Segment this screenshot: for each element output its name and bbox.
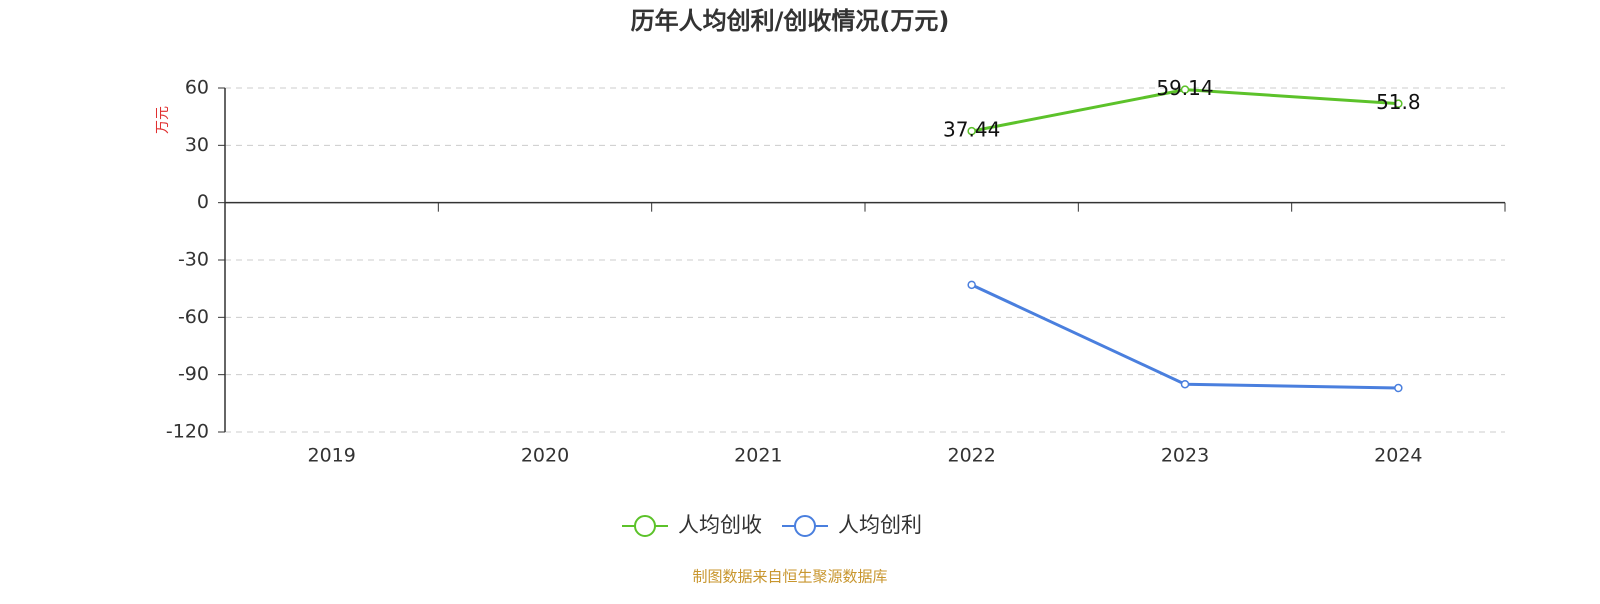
y-tick-label: -60	[178, 306, 209, 328]
y-axis-label: 万元	[155, 106, 171, 134]
x-tick-label: 2019	[307, 445, 355, 467]
series-line	[971, 283, 1399, 390]
data-label: 59.14	[1156, 76, 1213, 100]
y-tick-label: -30	[178, 249, 209, 271]
point	[967, 126, 976, 136]
x-tick-label: 2024	[1374, 445, 1422, 467]
x-tick-label: 2022	[947, 445, 995, 467]
chart-title: 历年人均创利/创收情况(万元)	[631, 7, 950, 35]
legend-marker	[794, 515, 816, 537]
point	[1394, 383, 1403, 393]
legend-label: 人均创收	[678, 513, 762, 537]
point	[967, 280, 976, 290]
y-tick-label: -120	[166, 421, 209, 443]
y-tick-label: -90	[178, 363, 209, 385]
source-note: 制图数据来自恒生聚源数据库	[692, 568, 887, 586]
legend-marker	[634, 515, 656, 537]
y-tick-label: 30	[185, 134, 209, 156]
x-tick-label: 2021	[734, 445, 782, 467]
point	[1180, 379, 1190, 389]
data-label: 37.44	[943, 118, 1000, 142]
point	[1394, 99, 1403, 108]
x-tick-label: 2020	[521, 445, 569, 467]
y-tick-label: 60	[185, 77, 209, 99]
legend-label: 人均创利	[838, 513, 922, 537]
data-label: 51.8	[1376, 90, 1421, 114]
x-tick-label: 2023	[1161, 445, 1209, 467]
point	[1180, 85, 1190, 94]
y-tick-label: 0	[197, 191, 209, 213]
